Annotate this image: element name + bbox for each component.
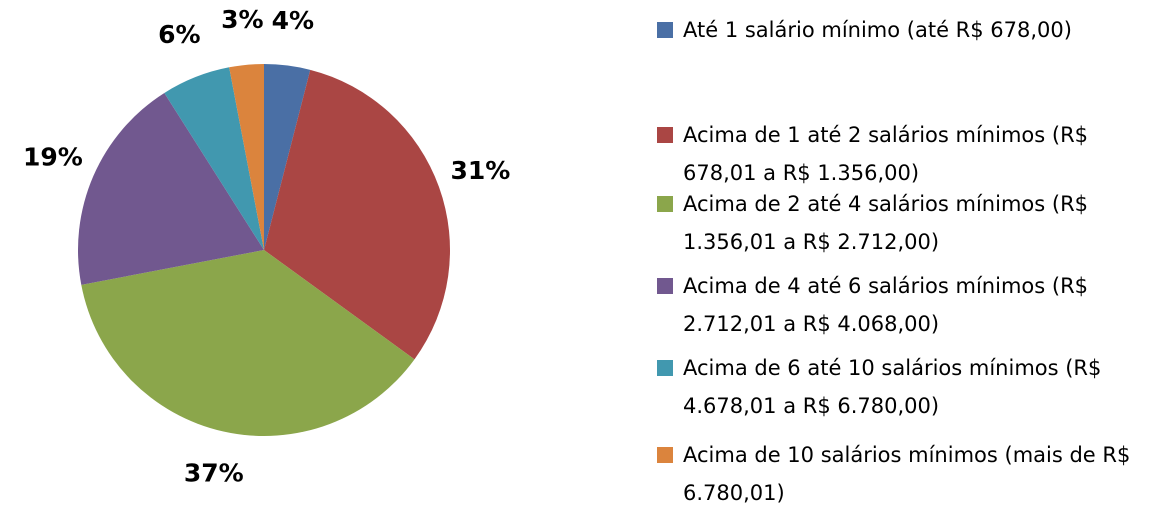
data-label: 3%	[221, 5, 263, 34]
legend-label: Acima de 10 salários mínimos (mais de R$…	[683, 443, 1131, 505]
legend-label: Acima de 1 até 2 salários mínimos (R$ 67…	[683, 123, 1089, 185]
pie-slice	[164, 67, 264, 250]
legend-label: Até 1 salário mínimo (até R$ 678,00)	[683, 18, 1072, 42]
legend-entry: Acima de 4 até 6 salários mínimos (R$ 2.…	[657, 267, 1152, 343]
data-label: 31%	[450, 156, 510, 185]
legend-label: Acima de 6 até 10 salários mínimos (R$ 4…	[683, 356, 1102, 418]
legend-entry: Acima de 1 até 2 salários mínimos (R$ 67…	[657, 116, 1152, 192]
legend-swatch	[657, 447, 673, 463]
pie-slice	[81, 250, 415, 436]
pie-slice	[264, 69, 450, 360]
legend-swatch	[657, 196, 673, 212]
data-label: 4%	[272, 6, 314, 35]
legend-swatch	[657, 360, 673, 376]
pie: 4% 31% 37% 19% 6% 3%	[23, 5, 510, 487]
legend-swatch	[657, 22, 673, 38]
data-label: 37%	[184, 458, 244, 487]
legend-entry: Até 1 salário mínimo (até R$ 678,00)	[657, 11, 1152, 49]
legend-swatch	[657, 278, 673, 294]
legend-entry: Acima de 6 até 10 salários mínimos (R$ 4…	[657, 349, 1152, 425]
legend-entry: Acima de 10 salários mínimos (mais de R$…	[657, 436, 1152, 506]
legend-entry: Acima de 2 até 4 salários mínimos (R$ 1.…	[657, 185, 1152, 261]
legend-swatch	[657, 127, 673, 143]
data-label: 19%	[23, 143, 83, 172]
data-label: 6%	[158, 20, 200, 49]
pie-slice	[264, 64, 311, 250]
pie-slice	[229, 64, 264, 250]
legend-label: Acima de 2 até 4 salários mínimos (R$ 1.…	[683, 192, 1089, 254]
legend-label: Acima de 4 até 6 salários mínimos (R$ 2.…	[683, 274, 1089, 336]
pie-slice	[78, 92, 264, 285]
